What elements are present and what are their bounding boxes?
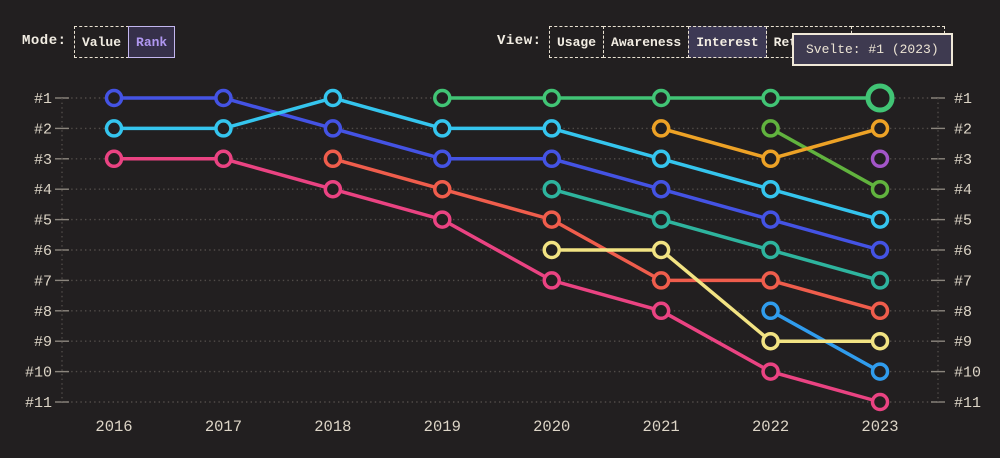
view-button-interest[interactable]: Interest [688,26,767,58]
series-line-teal [551,187,881,283]
y-axis-label-left: #4 [34,182,52,199]
y-axis-label-right: #10 [954,365,981,382]
y-axis-label-right: #4 [954,182,972,199]
data-point-indigo-blue[interactable] [433,149,452,169]
data-point-apple-green[interactable] [761,119,780,138]
series-line-apple-green [769,126,881,191]
x-axis-label-year: 2021 [643,418,680,436]
series-line-rose [114,157,881,404]
data-point-rose[interactable] [433,210,452,229]
data-point-indigo-blue[interactable] [104,88,124,108]
x-axis-label-year: 2020 [533,418,570,436]
mode-button-group: Value Rank [74,26,176,58]
data-point-cyan[interactable] [870,210,890,229]
data-point-yellow[interactable] [651,240,671,260]
data-point-indigo-blue[interactable] [651,179,671,199]
data-point-rose[interactable] [870,392,890,412]
data-point-purple[interactable] [870,149,890,169]
data-point-cyan[interactable] [433,119,452,138]
data-point-apple-green[interactable] [870,179,890,199]
y-axis-label-right: #2 [954,121,972,138]
data-point-sky-blue[interactable] [870,362,890,381]
y-axis-label-left: #2 [34,121,52,138]
series-line-cyan [114,96,881,222]
data-point-cyan[interactable] [761,179,780,199]
series-line-indigo-blue [114,96,881,252]
y-axis-label-left: #9 [34,334,52,351]
view-button-usage[interactable]: Usage [549,26,605,58]
y-axis-label-right: #7 [954,273,972,290]
x-axis-label-year: 2023 [861,418,898,436]
data-point-indigo-blue[interactable] [323,119,343,138]
data-point-amber[interactable] [870,119,890,138]
y-axis-label-left: #8 [34,304,52,321]
mode-label: Mode: [22,33,67,49]
y-axis-label-right: #3 [954,152,972,169]
data-point-cyan[interactable] [104,119,124,138]
y-axis-label-left: #7 [34,273,52,290]
data-point-coral[interactable] [651,271,671,290]
view-button-awareness[interactable]: Awareness [603,26,690,58]
data-point-indigo-blue[interactable] [761,210,780,229]
y-axis-label-left: #6 [34,243,52,260]
data-point-coral[interactable] [433,179,452,199]
data-point-svelte[interactable] [542,88,561,108]
data-point-cyan[interactable] [214,119,233,138]
x-axis-label-year: 2017 [205,418,242,436]
data-point-svelte[interactable] [433,88,452,108]
y-axis-label-left: #10 [25,365,52,382]
data-point-coral[interactable] [870,301,890,321]
data-point-sky-blue[interactable] [761,301,780,321]
x-axis-label-year: 2022 [752,418,789,436]
data-point-amber[interactable] [761,149,780,169]
data-point-coral[interactable] [761,271,780,290]
view-label: View: [497,33,542,49]
y-axis-label-left: #11 [25,395,52,412]
data-point-svelte[interactable] [761,88,780,108]
data-point-svelte[interactable] [651,88,671,108]
data-point-coral[interactable] [542,210,561,229]
data-point-rose[interactable] [323,179,343,199]
series-line-yellow [551,248,881,343]
data-point-indigo-blue[interactable] [870,240,890,260]
data-point-cyan[interactable] [651,149,671,169]
data-point-amber[interactable] [651,119,671,138]
y-axis-label-left: #1 [34,91,52,108]
data-point-indigo-blue[interactable] [214,88,233,108]
y-axis-label-right: #8 [954,304,972,321]
data-point-teal[interactable] [651,210,671,229]
series-line-coral [332,157,881,313]
y-axis-label-right: #9 [954,334,972,351]
data-point-cyan[interactable] [542,119,561,138]
data-point-rose[interactable] [214,149,233,169]
data-point-teal[interactable] [542,179,561,199]
data-point-teal[interactable] [761,240,780,260]
chart-tooltip: Svelte: #1 (2023) [792,33,953,66]
data-point-rose[interactable] [542,271,561,290]
mode-button-rank[interactable]: Rank [128,26,176,58]
highlighted-data-point-svelte[interactable] [865,83,895,113]
data-point-yellow[interactable] [870,331,890,351]
data-point-indigo-blue[interactable] [542,149,561,169]
y-axis-label-right: #11 [954,395,981,412]
data-point-yellow[interactable] [542,240,561,260]
x-axis-label-year: 2016 [95,418,132,436]
y-axis-label-right: #1 [954,91,972,108]
data-point-rose[interactable] [104,149,124,169]
y-axis-label-right: #5 [954,213,972,230]
data-point-coral[interactable] [323,149,343,169]
y-axis-label-left: #3 [34,152,52,169]
x-axis-label-year: 2018 [314,418,351,436]
data-point-rose[interactable] [761,362,780,381]
data-point-rose[interactable] [651,301,671,321]
y-axis-label-left: #5 [34,213,52,230]
x-axis-label-year: 2019 [424,418,461,436]
y-axis-label-right: #6 [954,243,972,260]
data-point-yellow[interactable] [761,331,780,351]
data-point-cyan[interactable] [323,88,343,108]
mode-button-value[interactable]: Value [74,26,130,58]
data-point-teal[interactable] [870,271,890,290]
